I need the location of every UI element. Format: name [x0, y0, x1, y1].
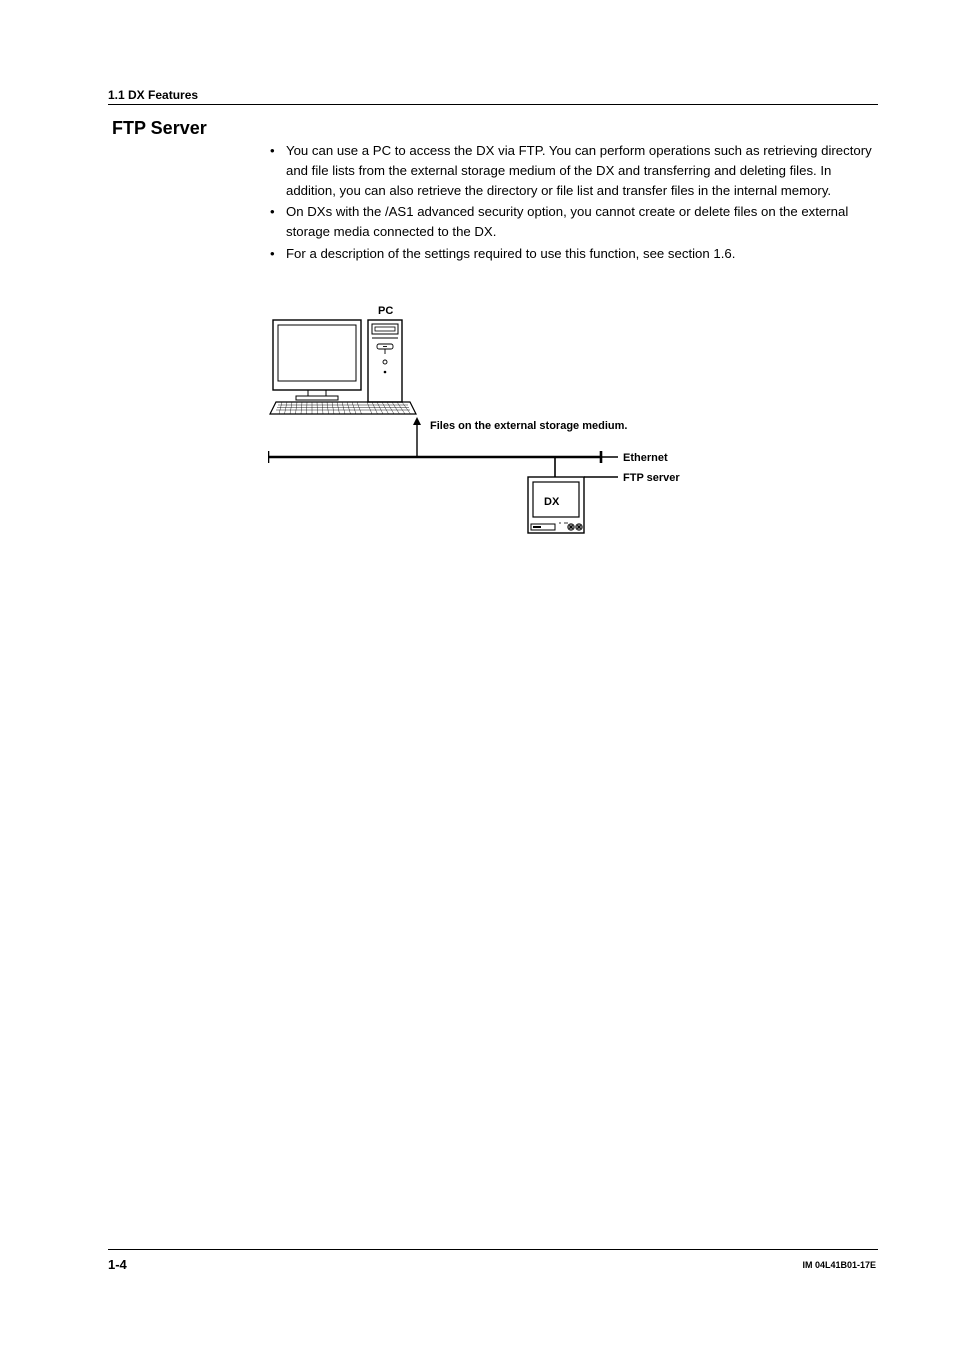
- doc-id: IM 04L41B01-17E: [802, 1260, 876, 1270]
- keyboard-icon: [270, 402, 416, 414]
- ethernet-line-icon: [268, 451, 601, 463]
- dx-device-icon: DX: [528, 477, 584, 533]
- bullet-item: You can use a PC to access the DX via FT…: [268, 141, 876, 200]
- monitor-screen-icon: [278, 325, 356, 381]
- body-text: You can use a PC to access the DX via FT…: [268, 141, 876, 266]
- monitor-neck-icon: [308, 390, 326, 396]
- rule-bottom: [108, 1249, 878, 1250]
- page-number: 1-4: [108, 1257, 127, 1272]
- heading-ftp-server: FTP Server: [112, 118, 207, 139]
- pc-tower-icon: [368, 320, 402, 402]
- section-title: 1.1 DX Features: [108, 88, 198, 102]
- ethernet-label: Ethernet: [623, 452, 668, 464]
- monitor-base-icon: [296, 396, 338, 400]
- monitor-icon: [273, 320, 361, 390]
- arrow-up-icon: [413, 417, 421, 457]
- page: 1.1 DX Features FTP Server You can use a…: [0, 0, 954, 1350]
- bullet-item: On DXs with the /AS1 advanced security o…: [268, 202, 876, 242]
- rule-top: [108, 104, 878, 105]
- bullet-item: For a description of the settings requir…: [268, 244, 876, 264]
- files-label: Files on the external storage medium.: [430, 420, 627, 432]
- ftp-label: FTP server: [623, 472, 680, 484]
- pc-label: PC: [378, 305, 393, 317]
- diagram: PC: [268, 302, 748, 562]
- bullet-list: You can use a PC to access the DX via FT…: [268, 141, 876, 264]
- dx-label: DX: [544, 496, 560, 508]
